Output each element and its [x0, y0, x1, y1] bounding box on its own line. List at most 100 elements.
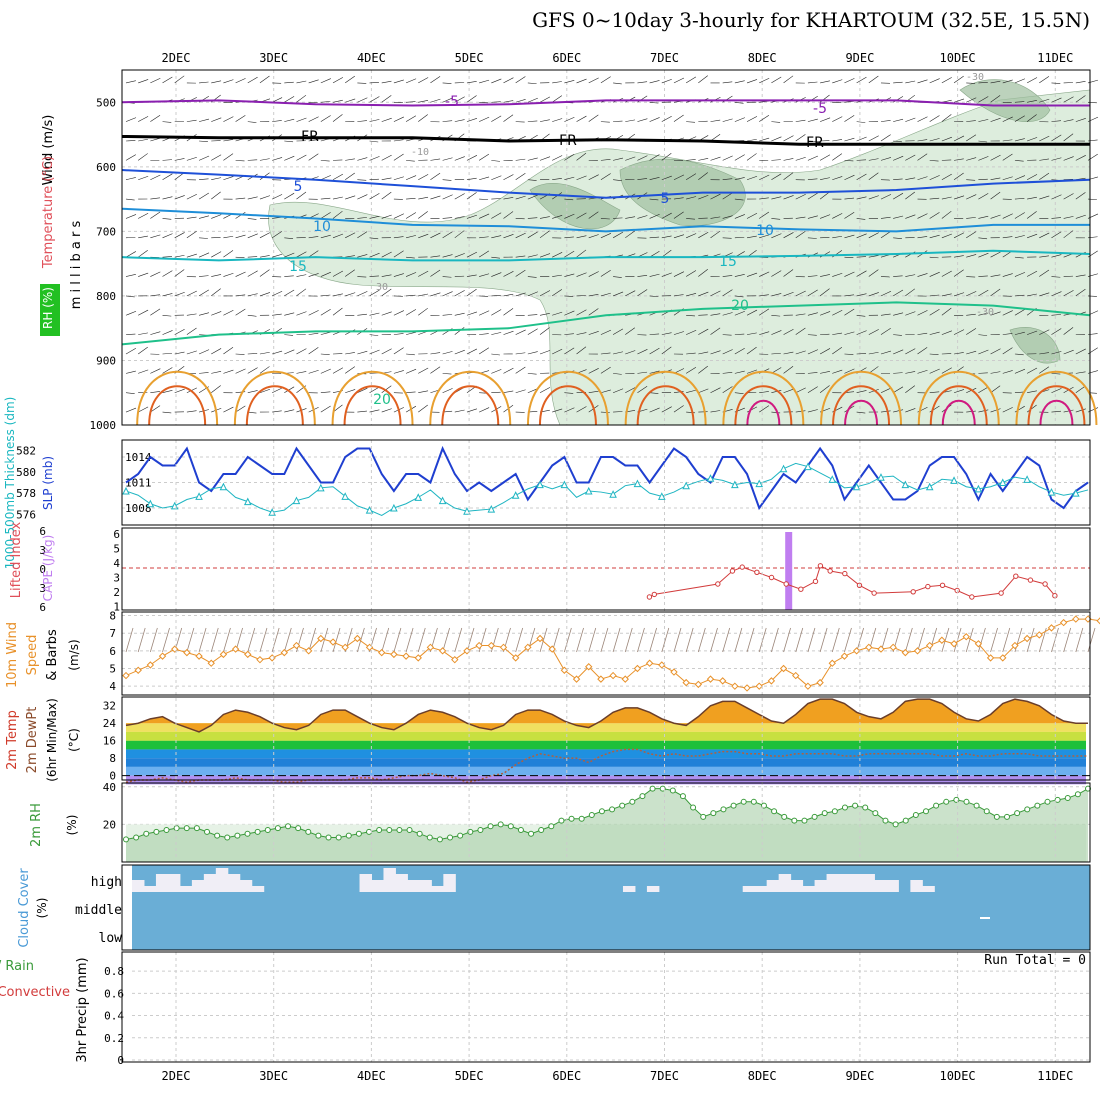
wind-barb	[795, 216, 806, 219]
wind-barb	[710, 193, 721, 200]
wind-barb	[345, 292, 356, 297]
wind-barb	[1014, 294, 1025, 297]
wind-barb	[186, 350, 197, 355]
isotherm-label: 5	[661, 191, 670, 207]
wind-barb	[844, 271, 855, 277]
wind-barb	[576, 152, 587, 161]
wind-barb	[1002, 273, 1013, 277]
wind10-point	[511, 654, 520, 662]
wind10-barb	[454, 627, 463, 653]
wind-barb	[357, 97, 368, 103]
wind-barb	[162, 411, 172, 414]
wind10-point	[670, 668, 678, 676]
chart-title: GFS 0~10day 3-hourly for KHARTOUM (32.5E…	[532, 8, 1090, 32]
wind-barb	[357, 387, 368, 394]
wind10-point	[840, 652, 849, 660]
wind-barb	[856, 256, 867, 258]
wind-barb	[1002, 333, 1013, 335]
wind-barb	[1014, 235, 1025, 239]
wind-barb	[125, 154, 136, 161]
wind-barb	[430, 195, 441, 200]
li-tick-label: 0	[39, 563, 46, 576]
wind-barb	[406, 235, 417, 239]
li-tick-label: 3	[39, 544, 46, 557]
wind-barb	[588, 114, 599, 122]
rh2-tick-label: 20	[103, 818, 116, 831]
wind-barb	[442, 194, 453, 200]
wind-barb	[978, 334, 988, 336]
wind-barb	[564, 198, 574, 201]
wind-barb	[673, 211, 684, 219]
wind-barb	[1014, 368, 1026, 374]
thickness-point	[925, 482, 934, 491]
wind-barb	[150, 391, 161, 394]
wind-barb	[990, 408, 1001, 413]
wind-barb	[345, 352, 355, 355]
cloud-high-gap	[838, 874, 851, 892]
wind-barb	[759, 211, 770, 219]
wind10-barb	[478, 627, 487, 653]
wind-barb	[893, 155, 904, 161]
ylabel-wind10-unit: (m/s)	[67, 639, 81, 670]
wind-barb	[734, 154, 745, 161]
wind-barb	[406, 101, 416, 103]
wind-barb	[1039, 158, 1049, 161]
cloud-high-gap	[143, 886, 157, 892]
wind-barb	[198, 118, 210, 122]
wind-barb	[406, 353, 415, 356]
wind-barb	[515, 99, 526, 103]
wind10-point	[645, 659, 654, 667]
wind-barb	[832, 79, 843, 84]
warm-isotherm	[526, 370, 609, 426]
wind-barb	[199, 178, 209, 181]
wind-barb	[1051, 217, 1062, 219]
wind-barb	[211, 348, 222, 355]
wind-barb	[917, 139, 928, 142]
wind-barb	[564, 80, 575, 84]
wind-barb	[162, 159, 173, 161]
wind-barb	[1051, 120, 1062, 122]
wind-barb	[381, 191, 392, 200]
wind-barb	[393, 250, 404, 258]
isotherm-label: FR	[301, 129, 319, 145]
wind-barb	[844, 174, 855, 181]
wind-barb	[576, 309, 587, 316]
wind-barb	[917, 332, 928, 335]
wind-barb	[893, 372, 903, 374]
wind10-point	[268, 654, 276, 662]
wind-barb	[856, 218, 866, 220]
wind-barb	[527, 276, 537, 278]
wind-barb	[929, 308, 940, 316]
wind-barb	[320, 331, 331, 335]
rh2-point	[386, 827, 393, 834]
wind-barb	[454, 253, 465, 258]
thickness-point	[731, 480, 739, 489]
wind-barb	[880, 231, 891, 239]
wind-barb	[503, 197, 514, 200]
wind-barb	[320, 294, 331, 297]
wind10-barb	[831, 627, 840, 653]
li-point	[910, 589, 916, 595]
wind-barb	[686, 330, 697, 335]
wind10-barb	[661, 627, 670, 653]
wind-barb	[966, 97, 977, 103]
wind-barb	[162, 352, 173, 355]
wind10-barb	[283, 627, 292, 653]
cloud-high-gap	[359, 874, 372, 892]
wind-barb	[259, 292, 271, 297]
wind-barb	[734, 310, 745, 316]
wind-barb	[990, 177, 1001, 181]
ylabel-minmax: (6hr Min/Max)	[45, 698, 59, 782]
wind-barb	[819, 288, 830, 297]
wind-barb	[966, 82, 976, 84]
wind-barb	[734, 273, 745, 277]
wind-barb	[686, 314, 696, 317]
temp-tick-label: 16	[103, 735, 116, 748]
wind-barb	[235, 115, 246, 122]
wind-barb	[1087, 198, 1097, 200]
wind-barb	[600, 270, 611, 277]
wind-barb	[406, 256, 415, 259]
wind-barb	[856, 353, 867, 355]
wind-barb	[1051, 410, 1062, 413]
wind-barb	[941, 293, 952, 297]
